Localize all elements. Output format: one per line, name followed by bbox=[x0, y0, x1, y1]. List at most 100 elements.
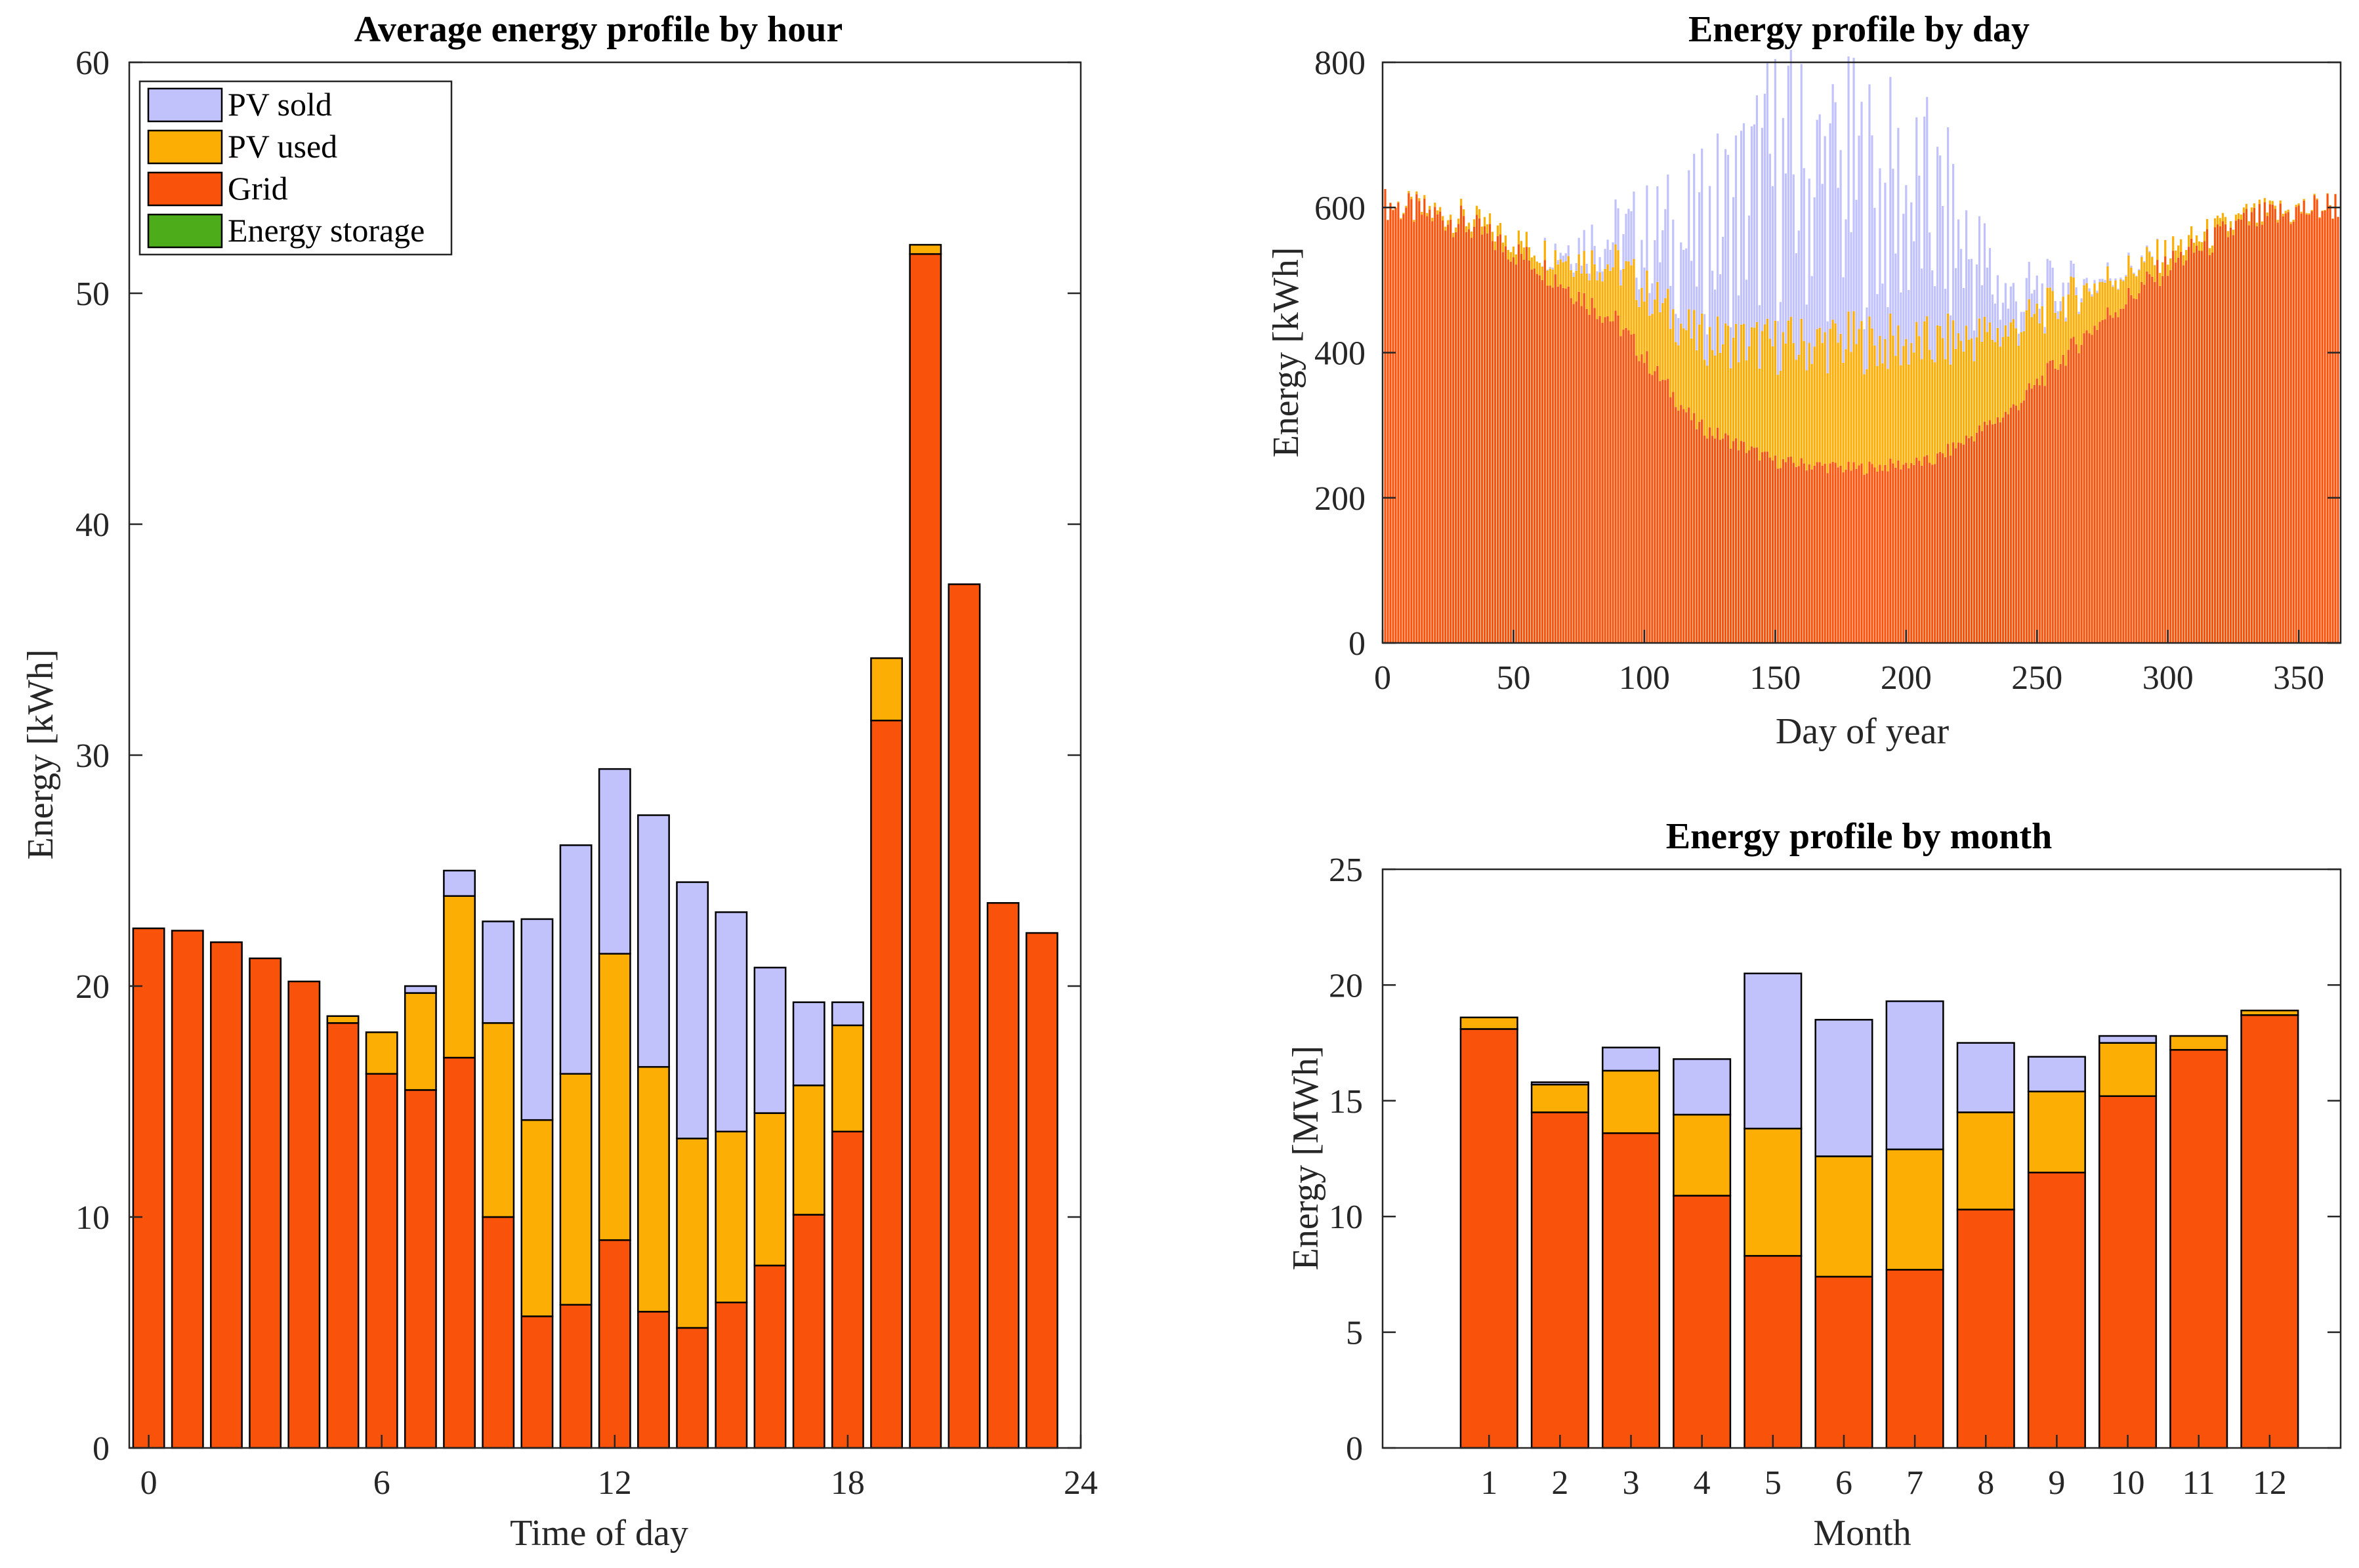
day-bar-pv-used bbox=[1648, 316, 1651, 374]
day-bar-grid bbox=[2114, 312, 2117, 643]
day-bar-pv-used bbox=[2200, 242, 2203, 251]
day-bar-pv-sold bbox=[2059, 301, 2062, 312]
day-bar-pv-sold bbox=[1897, 127, 1900, 326]
day-bar-grid bbox=[1942, 453, 1944, 643]
legend-swatch-pv-sold bbox=[147, 87, 223, 123]
day-bar-grid bbox=[2077, 353, 2080, 643]
day-bar-pv-used bbox=[2196, 235, 2198, 246]
day-bar-pv-sold bbox=[1784, 173, 1787, 344]
day-bar-pv-used bbox=[1400, 218, 1402, 220]
hour-bar-pv-used bbox=[443, 895, 476, 1059]
day-bar-grid bbox=[1667, 379, 1669, 643]
day-bar-grid bbox=[1871, 464, 1873, 643]
daily-x-tick-label: 300 bbox=[2142, 659, 2194, 697]
day-bar-grid bbox=[2255, 226, 2258, 644]
day-bar-pv-used bbox=[2122, 281, 2125, 309]
day-bar-pv-used bbox=[2138, 270, 2140, 293]
day-bar-grid bbox=[1457, 224, 1460, 643]
hour-bar-grid bbox=[287, 980, 321, 1449]
day-bar-pv-sold bbox=[2056, 311, 2059, 320]
hour-bar-pv-sold bbox=[637, 814, 670, 1068]
day-bar-pv-used bbox=[2041, 306, 2043, 376]
daily-x-tick-label: 350 bbox=[2273, 659, 2324, 697]
day-bar-pv-used bbox=[1732, 337, 1735, 442]
day-bar-grid bbox=[2062, 354, 2064, 643]
day-bar-grid bbox=[1450, 219, 1452, 644]
day-bar-grid bbox=[1711, 436, 1714, 643]
day-bar-grid bbox=[1988, 420, 1992, 643]
day-bar-pv-sold bbox=[2020, 312, 2022, 333]
day-bar-pv-sold bbox=[1729, 327, 1732, 369]
day-bar-grid bbox=[2274, 209, 2276, 643]
day-bar-grid bbox=[1805, 470, 1808, 643]
monthly-y-tick-label: 20 bbox=[1329, 967, 1363, 1004]
day-bar-pv-used bbox=[1426, 213, 1429, 217]
day-bar-grid bbox=[1740, 441, 1743, 643]
day-bar-pv-used bbox=[1609, 270, 1612, 322]
day-bar-pv-used bbox=[2177, 245, 2180, 258]
day-bar-pv-sold bbox=[2038, 308, 2041, 323]
day-bar-pv-used bbox=[1457, 218, 1460, 224]
day-bar-grid bbox=[2080, 344, 2083, 643]
day-bar-pv-sold bbox=[1688, 170, 1690, 310]
day-bar-pv-used bbox=[1750, 327, 1753, 447]
day-bar-pv-used bbox=[2193, 242, 2196, 253]
day-bar-grid bbox=[2205, 229, 2209, 644]
day-bar-grid bbox=[1675, 407, 1677, 643]
day-bar-grid bbox=[1525, 247, 1528, 643]
day-bar-grid bbox=[1834, 463, 1837, 643]
day-bar-pv-sold bbox=[1698, 192, 1701, 325]
day-bar-grid bbox=[1656, 365, 1659, 643]
day-bar-pv-used bbox=[1834, 323, 1837, 463]
day-bar-grid bbox=[1677, 410, 1680, 643]
day-bar-pv-sold bbox=[1717, 133, 1719, 317]
day-bar-pv-sold bbox=[1646, 185, 1648, 271]
day-bar-pv-used bbox=[2125, 276, 2127, 304]
day-bar-pv-used bbox=[1488, 213, 1492, 224]
day-bar-grid bbox=[2180, 251, 2182, 643]
day-bar-pv-sold bbox=[1975, 264, 1978, 338]
day-bar-grid bbox=[2321, 211, 2324, 643]
day-bar-grid bbox=[1931, 464, 1934, 643]
day-bar-grid bbox=[1852, 462, 1855, 643]
day-bar-pv-used bbox=[2234, 215, 2238, 221]
day-bar-grid bbox=[1384, 189, 1387, 643]
day-bar-pv-used bbox=[1797, 354, 1800, 466]
day-bar-pv-sold bbox=[2001, 302, 2005, 337]
day-bar-grid bbox=[1434, 207, 1436, 643]
daily-bars bbox=[1384, 49, 2339, 644]
day-bar-pv-used bbox=[1753, 327, 1756, 448]
day-bar-grid bbox=[1868, 461, 1871, 643]
day-bar-pv-sold bbox=[1988, 248, 1992, 323]
day-bar-pv-sold bbox=[2143, 260, 2146, 262]
day-bar-pv-sold bbox=[1661, 230, 1664, 303]
day-bar-pv-used bbox=[1931, 359, 1934, 465]
day-bar-grid bbox=[1541, 279, 1543, 643]
day-bar-grid bbox=[1999, 422, 2002, 643]
legend-swatch-pv-used bbox=[147, 129, 223, 165]
day-bar-pv-used bbox=[2015, 328, 2017, 406]
day-bar-pv-sold bbox=[1831, 84, 1834, 320]
day-bar-pv-used bbox=[1397, 201, 1400, 203]
month-bar-pv-sold bbox=[1530, 1081, 1589, 1086]
day-bar-grid bbox=[2164, 256, 2167, 644]
day-bar-pv-used bbox=[2007, 336, 2009, 415]
day-bar-pv-sold bbox=[2064, 318, 2067, 321]
day-bar-pv-used bbox=[1493, 241, 1497, 251]
day-bar-pv-sold bbox=[1696, 286, 1698, 350]
day-bar-pv-used bbox=[1957, 333, 1960, 443]
day-bar-pv-used bbox=[1436, 210, 1439, 215]
day-bar-grid bbox=[2001, 417, 2005, 643]
daily-x-ticks: 0 50 100 150 200 250 300 350 bbox=[1374, 630, 2324, 697]
day-bar-grid bbox=[1473, 226, 1476, 643]
hourly-y-tick-label: 60 bbox=[75, 45, 110, 82]
day-bar-grid bbox=[2133, 298, 2135, 644]
day-bar-pv-sold bbox=[1719, 274, 1722, 353]
day-bar-pv-sold bbox=[1771, 186, 1774, 346]
day-bar-pv-used bbox=[1530, 257, 1533, 270]
day-bar-pv-used bbox=[1887, 369, 1889, 472]
day-bar-pv-used bbox=[2303, 199, 2305, 201]
day-bar-pv-used bbox=[1463, 209, 1465, 217]
month-bar-pv-sold bbox=[1602, 1046, 1661, 1072]
